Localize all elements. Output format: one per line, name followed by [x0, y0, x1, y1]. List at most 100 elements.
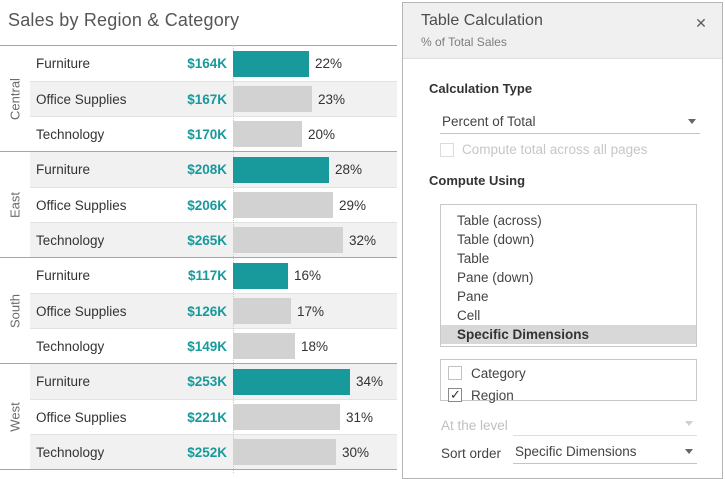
checkbox-icon	[440, 142, 454, 157]
compute-using-option[interactable]: Pane	[457, 289, 489, 304]
category-label: Technology	[36, 232, 105, 248]
region-group: Central Furniture $164K 22% Office Supplies $…	[0, 46, 397, 151]
axis-zero-line	[233, 45, 234, 473]
sort-order-label: Sort order	[441, 446, 502, 461]
region-cell: West	[0, 364, 30, 469]
category-label: Technology	[36, 126, 105, 142]
sales-value: $252K	[187, 444, 227, 460]
compute-using-option[interactable]: Table (down)	[457, 232, 535, 247]
percent-bar[interactable]	[233, 121, 302, 147]
percent-bar[interactable]	[233, 298, 291, 324]
region-rows: Furniture $208K 28% Office Supplies $206K 29%…	[30, 152, 397, 257]
category-label: Office Supplies	[36, 197, 127, 213]
calculation-type-value: Percent of Total	[442, 114, 536, 129]
chart-row: Furniture $164K 22%	[30, 46, 397, 81]
compute-using-option[interactable]: Specific Dimensions	[441, 325, 696, 344]
region-label: East	[7, 191, 23, 218]
category-label: Technology	[36, 444, 105, 460]
percent-label: 22%	[315, 56, 343, 71]
bar-cell: 20%	[233, 117, 397, 151]
chevron-down-icon	[685, 421, 693, 426]
chart-row: Office Supplies $206K 29%	[30, 187, 397, 222]
compute-using-listbox: Table (across) Table (down) Table Pane (dow…	[440, 204, 697, 347]
dimension-checkbox-row[interactable]: Category	[448, 364, 696, 382]
compute-total-label: Compute total across all pages	[462, 142, 648, 157]
sales-value: $170K	[187, 126, 227, 142]
percent-label: 23%	[318, 91, 346, 107]
bar-cell: 16%	[233, 258, 397, 293]
calculation-type-label: Calculation Type	[429, 81, 533, 96]
dialog-title: Table Calculation	[421, 12, 543, 29]
chart-row: Technology $170K 20%	[30, 116, 397, 151]
percent-bar[interactable]	[233, 192, 333, 218]
dimensions-box: Category ✓ Region	[440, 359, 697, 404]
percent-bar[interactable]	[233, 50, 309, 77]
bar-cell: 31%	[233, 400, 397, 434]
percent-bar[interactable]	[233, 156, 329, 183]
bar-cell: 18%	[233, 329, 397, 363]
category-label: Office Supplies	[36, 91, 127, 107]
checkbox-icon[interactable]	[448, 366, 462, 380]
percent-bar[interactable]	[233, 368, 350, 395]
chart-row: Office Supplies $221K 31%	[30, 399, 397, 434]
category-label: Technology	[36, 338, 105, 354]
region-cell: South	[0, 258, 30, 363]
at-the-level-label: At the level	[441, 418, 508, 433]
percent-label: 20%	[308, 126, 336, 142]
checkbox-checked-icon[interactable]: ✓	[448, 387, 462, 402]
bar-cell: 23%	[233, 82, 397, 116]
sort-order-value: Specific Dimensions	[515, 444, 637, 459]
dialog-header: Table Calculation % of Total Sales ✕	[403, 3, 722, 59]
percent-label: 34%	[356, 374, 384, 389]
compute-using-option[interactable]: Pane (down)	[457, 270, 534, 285]
sales-value: $149K	[187, 338, 227, 354]
percent-bar[interactable]	[233, 404, 340, 430]
region-group: East Furniture $208K 28% Office Supplies $206…	[0, 151, 397, 257]
chart-row: Furniture $117K 16%	[30, 258, 397, 293]
percent-bar[interactable]	[233, 86, 312, 112]
percent-label: 31%	[346, 409, 374, 425]
percent-bar[interactable]	[233, 439, 336, 465]
percent-label: 32%	[349, 232, 377, 248]
compute-using-option[interactable]: Table (across)	[457, 213, 542, 228]
percent-label: 17%	[297, 303, 325, 319]
chart-row: Furniture $208K 28%	[30, 152, 397, 187]
dimension-label: Category	[471, 365, 526, 381]
region-rows: Furniture $253K 34% Office Supplies $221K 31%…	[30, 364, 397, 469]
region-group: South Furniture $117K 16% Office Supplies $12…	[0, 257, 397, 363]
at-the-level-dropdown	[513, 411, 697, 436]
calculation-type-dropdown[interactable]: Percent of Total	[440, 106, 700, 134]
bar-cell: 32%	[233, 223, 397, 257]
dimension-checkbox-row[interactable]: ✓ Region	[448, 386, 696, 404]
category-label: Furniture	[36, 162, 91, 177]
compute-using-option[interactable]: Cell	[457, 308, 481, 323]
chart-row: Furniture $253K 34%	[30, 364, 397, 399]
chevron-down-icon	[688, 119, 696, 124]
compute-total-checkbox: Compute total across all pages	[440, 142, 647, 157]
region-label: Central	[7, 77, 23, 120]
bar-cell: 30%	[233, 435, 397, 469]
region-rows: Furniture $164K 22% Office Supplies $167K 23%…	[30, 46, 397, 151]
percent-label: 29%	[339, 197, 367, 213]
region-label: South	[7, 293, 23, 328]
sales-value: $253K	[187, 374, 227, 389]
close-icon[interactable]: ✕	[695, 15, 707, 31]
percent-label: 30%	[342, 444, 370, 460]
percent-bar[interactable]	[233, 262, 288, 289]
sales-value: $117K	[187, 268, 227, 283]
percent-bar[interactable]	[233, 333, 295, 359]
percent-bar[interactable]	[233, 227, 343, 253]
sales-value: $208K	[187, 162, 227, 177]
category-label: Furniture	[36, 374, 91, 389]
category-label: Furniture	[36, 56, 91, 71]
chart-row: Office Supplies $126K 17%	[30, 293, 397, 328]
sort-order-dropdown[interactable]: Specific Dimensions	[513, 439, 697, 464]
sales-value: $221K	[187, 409, 227, 425]
compute-using-option[interactable]: Table	[457, 251, 490, 266]
category-label: Office Supplies	[36, 303, 127, 319]
dimension-label: Region	[471, 387, 514, 403]
chart-row: Office Supplies $167K 23%	[30, 81, 397, 116]
category-label: Office Supplies	[36, 409, 127, 425]
chevron-down-icon	[685, 449, 693, 454]
bar-cell: 34%	[233, 364, 397, 399]
